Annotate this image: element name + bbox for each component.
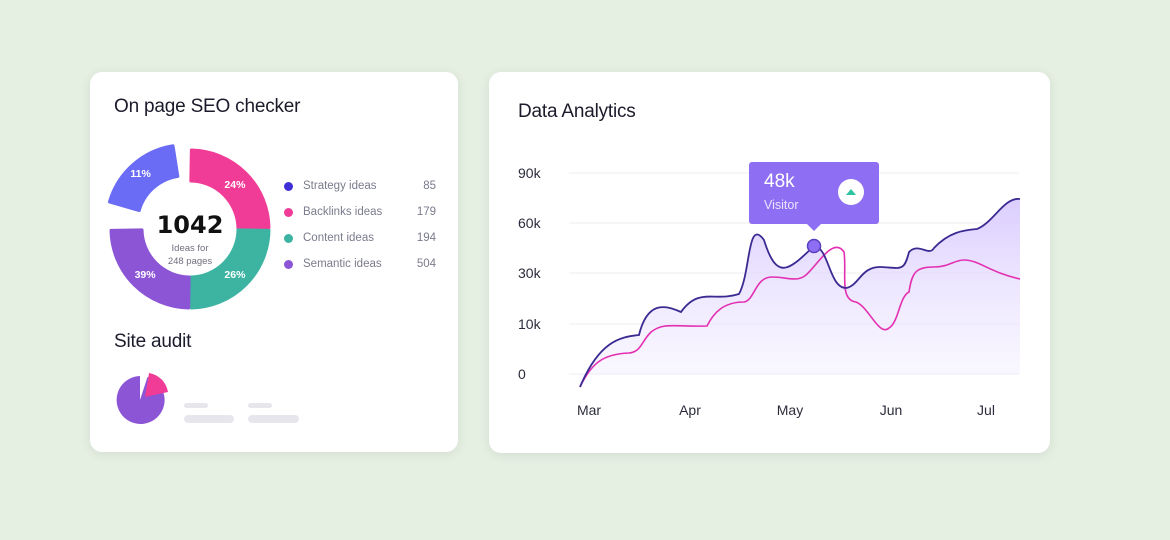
data-analytics-card: Data Analytics 90k 60k 30k 10k 0 Mar Apr May Jun… (489, 72, 1050, 453)
y-tick-label: 60k (518, 215, 542, 231)
donut-segment-label: 39% (135, 269, 157, 281)
visitor-tooltip: 48k Visitor (749, 162, 879, 231)
donut-caption: Ideas for (172, 243, 209, 254)
legend-label: Strategy ideas (303, 180, 377, 192)
donut-segment (109, 228, 191, 310)
audit-pie-small-slice (145, 373, 168, 397)
x-tick-label: Apr (679, 402, 701, 418)
legend-label: Content ideas (303, 232, 374, 244)
donut-caption: 248 pages (168, 256, 213, 267)
seo-donut-chart: 24% 26% 39% 11% 1042 Ideas for 248 pages (107, 144, 271, 310)
donut-segment (107, 144, 180, 213)
legend-label: Semantic ideas (303, 258, 382, 270)
legend-item: Backlinks ideas 179 (284, 199, 436, 225)
legend-label: Backlinks ideas (303, 206, 383, 218)
legend-item: Content ideas 194 (284, 225, 436, 251)
triangle-up-icon (846, 189, 856, 195)
donut-segment-label: 11% (130, 168, 151, 180)
legend-value: 194 (416, 232, 436, 244)
tooltip-value: 48k (764, 171, 795, 192)
series-line-pink (579, 246, 1021, 388)
donut-segment (189, 148, 271, 230)
legend-dot (284, 259, 293, 269)
x-tick-label: Mar (577, 402, 601, 418)
y-tick-label: 10k (518, 316, 542, 332)
area-fill (580, 198, 1020, 387)
audit-placeholder-bar (248, 403, 272, 408)
legend-dot (284, 181, 293, 191)
legend-value: 179 (416, 206, 436, 218)
audit-placeholder-bar (184, 403, 208, 408)
legend-value: 85 (423, 180, 436, 192)
donut-total: 1042 (157, 211, 224, 239)
legend-value: 504 (416, 258, 436, 270)
tooltip-pointer (807, 224, 821, 231)
legend-item: Strategy ideas 85 (284, 173, 436, 199)
seo-title: On page SEO checker (114, 96, 301, 117)
tooltip-label: Visitor (764, 198, 799, 212)
seo-legend: Strategy ideas 85 Backlinks ideas 179 Co… (284, 173, 436, 277)
x-tick-label: May (777, 402, 803, 418)
analytics-line-chart: 90k 60k 30k 10k 0 Mar Apr May Jun Jul (518, 165, 1021, 418)
y-tick-label: 90k (518, 165, 542, 181)
tooltip-badge (838, 179, 864, 205)
seo-checker-card: On page SEO checker 24% 26% 39% 11% 1042 Idea… (90, 72, 458, 452)
legend-item: Semantic ideas 504 (284, 251, 436, 277)
audit-placeholder-bar (184, 415, 234, 423)
x-tick-label: Jun (880, 402, 903, 418)
y-tick-label: 0 (518, 366, 526, 382)
site-audit-title: Site audit (114, 331, 192, 352)
audit-placeholder-bar (248, 415, 299, 423)
donut-segment (189, 228, 271, 310)
donut-segment-label: 24% (224, 179, 246, 191)
y-tick-label: 30k (518, 265, 542, 281)
site-audit-pie (116, 373, 168, 424)
legend-dot (284, 207, 293, 217)
highlight-point[interactable] (806, 238, 822, 254)
x-tick-label: Jul (977, 402, 995, 418)
donut-segment-label: 26% (224, 269, 246, 281)
analytics-title: Data Analytics (518, 101, 636, 122)
legend-dot (284, 233, 293, 243)
